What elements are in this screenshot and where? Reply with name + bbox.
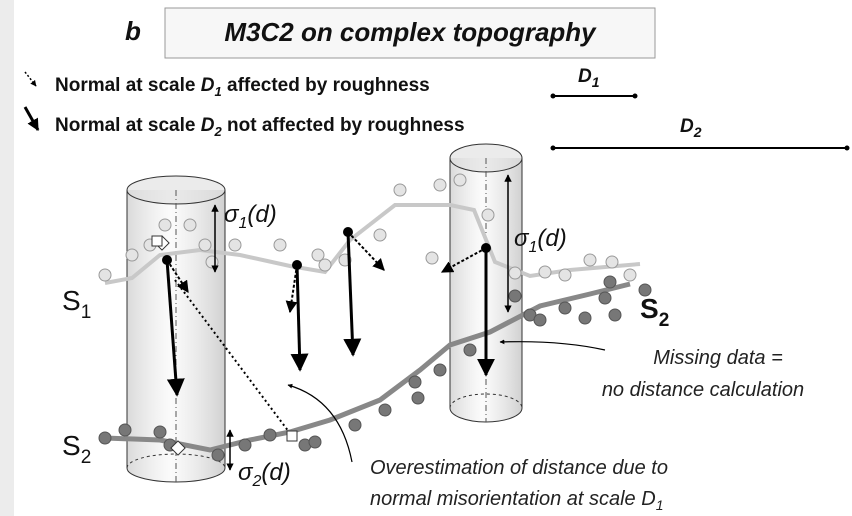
point-s2 [379, 404, 391, 416]
point-s1 [606, 256, 618, 268]
point-s1 [434, 179, 446, 191]
point-s1 [206, 256, 218, 268]
legend-icon-solid [25, 107, 38, 130]
point-s1 [624, 269, 636, 281]
intersection [152, 236, 162, 246]
point-s2 [264, 429, 276, 441]
point-s2 [579, 312, 591, 324]
scale-label: D2 [680, 116, 702, 140]
point-s1 [584, 254, 596, 266]
point-s1 [374, 229, 386, 241]
annotation: Missing data = [653, 347, 783, 369]
scale-bar-end [845, 146, 850, 151]
surface-label: S1 [62, 285, 91, 323]
point-s1 [126, 249, 138, 261]
point-s2 [599, 292, 611, 304]
scale-bar-end [551, 94, 556, 99]
point-s2 [309, 436, 321, 448]
figure: b M3C2 on complex topography Normal at s… [0, 0, 852, 516]
point-s1 [229, 239, 241, 251]
legend-icon-dotted [25, 72, 36, 86]
point-s2 [409, 376, 421, 388]
normal-d1 [290, 265, 297, 312]
panel-letter: b [125, 16, 141, 46]
scale-bar-end [551, 146, 556, 151]
legend-text: Normal at scale D1 affected by roughness [55, 75, 430, 99]
point-s2 [99, 432, 111, 444]
surface-label: S2 [640, 293, 669, 331]
surface-label: S2 [62, 430, 91, 468]
point-s1 [319, 259, 331, 271]
normal-d2 [297, 265, 300, 370]
point-s2 [119, 424, 131, 436]
point-s1 [426, 252, 438, 264]
point-s1 [482, 209, 494, 221]
point-s1 [274, 239, 286, 251]
point-s2 [609, 309, 621, 321]
point-s2 [559, 302, 571, 314]
point-s2 [349, 419, 361, 431]
point-s1 [539, 266, 551, 278]
normal-d2 [348, 232, 353, 355]
point-s2 [434, 364, 446, 376]
point-s2 [154, 426, 166, 438]
point-s2 [534, 314, 546, 326]
sigma-label: σ1(d) [514, 225, 567, 256]
point-s2 [212, 449, 224, 461]
annotation: Overestimation of distance due to [370, 457, 668, 479]
point-s1 [159, 219, 171, 231]
sigma-label: σ2(d) [238, 459, 291, 490]
scene [99, 144, 651, 482]
point-s2 [239, 439, 251, 451]
point-s1 [394, 184, 406, 196]
point-s2 [509, 290, 521, 302]
screen-edge [0, 0, 14, 516]
intersection [287, 431, 297, 441]
scale-bar-end [633, 94, 638, 99]
point-s1 [99, 269, 111, 281]
title: M3C2 on complex topography [224, 17, 597, 47]
point-s2 [604, 276, 616, 288]
point-s2 [412, 392, 424, 404]
annotation: no distance calculation [602, 379, 804, 401]
point-s1 [509, 267, 521, 279]
point-s1 [454, 174, 466, 186]
point-s1 [184, 219, 196, 231]
point-s1 [559, 269, 571, 281]
annotation: normal misorientation at scale D1 [370, 488, 663, 513]
legend-text: Normal at scale D2 not affected by rough… [55, 115, 465, 139]
sigma-label: σ1(d) [224, 201, 277, 232]
scale-label: D1 [578, 66, 600, 90]
point-s1 [199, 239, 211, 251]
point-s2 [464, 344, 476, 356]
